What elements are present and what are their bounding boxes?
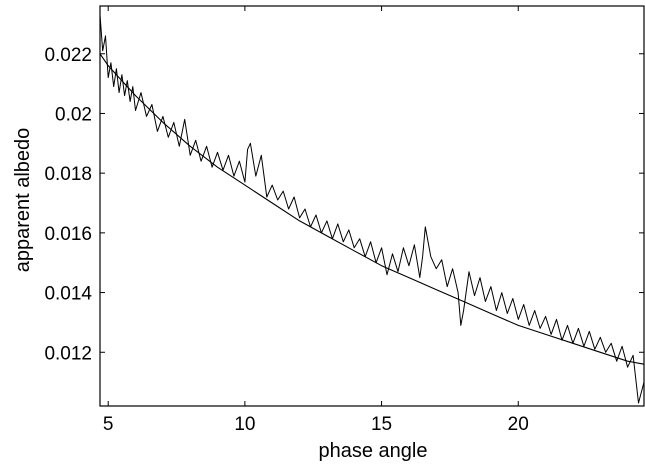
y-tick-label: 0.02 bbox=[55, 104, 92, 125]
x-tick-label: 5 bbox=[103, 414, 114, 435]
x-axis-ticks: 5 10 15 20 bbox=[103, 6, 529, 435]
y-tick-label: 0.012 bbox=[44, 343, 92, 364]
x-tick-label: 10 bbox=[234, 414, 255, 435]
x-tick-label: 15 bbox=[371, 414, 392, 435]
x-tick-label: 20 bbox=[508, 414, 529, 435]
plot-area bbox=[99, 5, 645, 407]
y-tick-label: 0.016 bbox=[44, 224, 92, 245]
x-axis-label: phase angle bbox=[319, 440, 428, 462]
y-tick-label: 0.018 bbox=[44, 164, 92, 185]
plot-frame bbox=[99, 5, 645, 407]
y-tick-label: 0.014 bbox=[44, 284, 92, 305]
measured-albedo-line bbox=[99, 14, 645, 404]
fit-curve-line bbox=[99, 53, 645, 365]
y-tick-label: 0.022 bbox=[44, 45, 92, 66]
y-axis-ticks: 0.012 0.014 0.016 0.018 0.02 0.022 bbox=[44, 45, 644, 364]
y-axis-label: apparent albedo bbox=[12, 128, 34, 273]
